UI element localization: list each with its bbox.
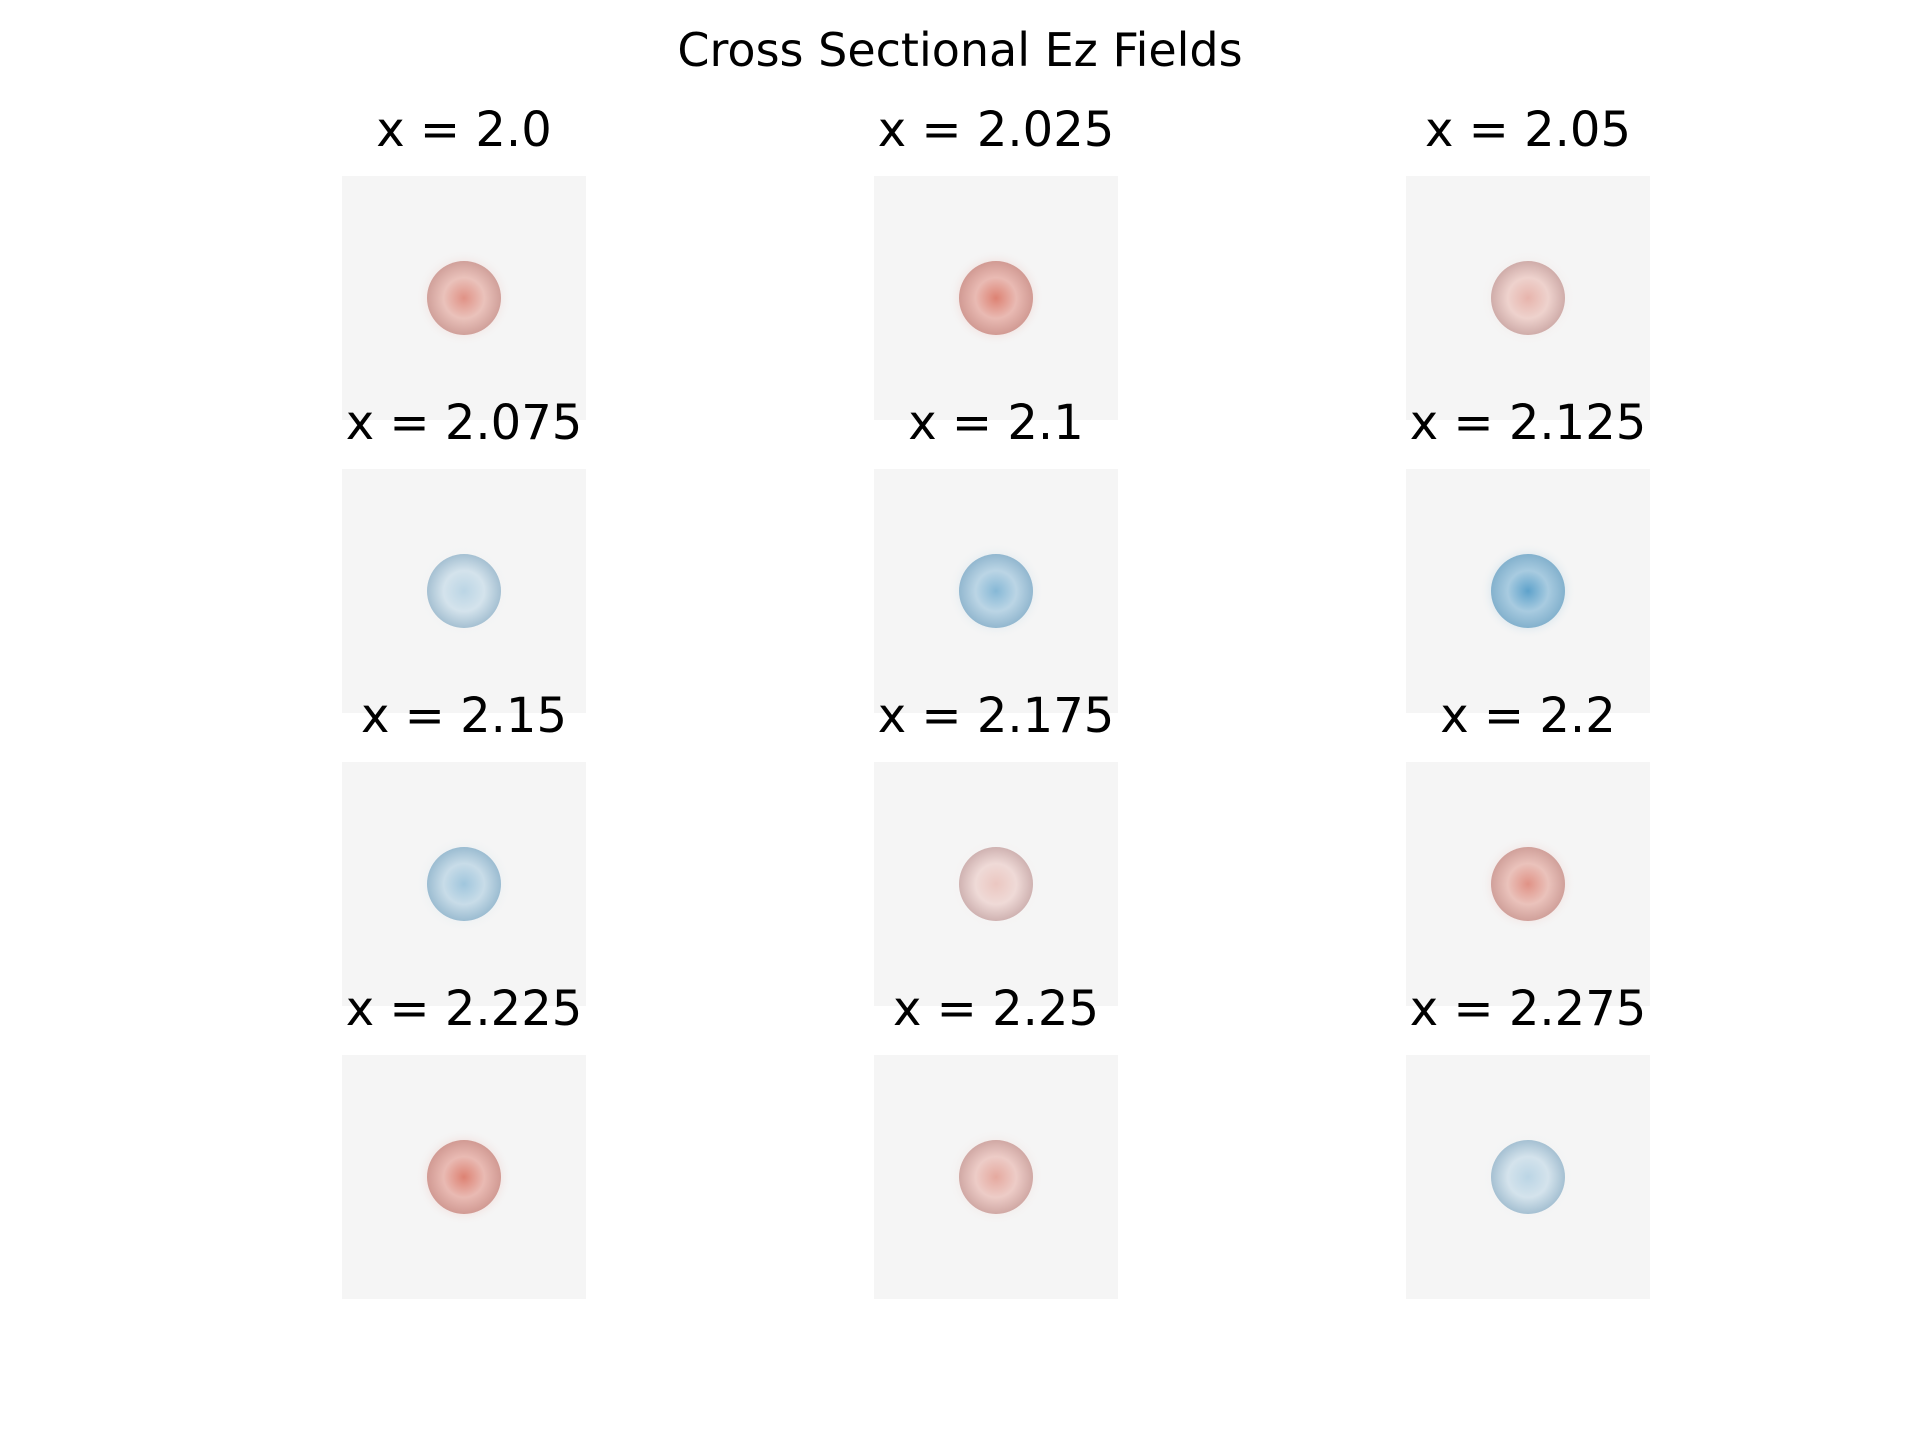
heatmap-svg (874, 762, 1118, 1006)
heatmap-panel (342, 762, 586, 1006)
field-cell (427, 847, 501, 921)
field-cell (959, 847, 1033, 921)
heatmap-svg (874, 469, 1118, 713)
panel-title: x = 2.15 (360, 688, 567, 744)
field-cell (427, 261, 501, 335)
heatmap-svg (874, 1055, 1118, 1299)
heatmap-panel (874, 1055, 1118, 1299)
heatmap-panel (1406, 762, 1650, 1006)
heatmap-svg (342, 469, 586, 713)
heatmap-panel (1406, 1055, 1650, 1299)
heatmap-panel (1406, 469, 1650, 713)
heatmap-svg (1406, 176, 1650, 420)
heatmap-svg (342, 762, 586, 1006)
field-cell (1491, 261, 1565, 335)
heatmap-panel (874, 762, 1118, 1006)
field-cell (1491, 847, 1565, 921)
field-cell (959, 1140, 1033, 1214)
heatmap-panel (1406, 176, 1650, 420)
panel-title: x = 2.2 (1440, 688, 1616, 744)
heatmap-panel (342, 469, 586, 713)
panel-title: x = 2.225 (345, 981, 583, 1037)
chart-title: Cross Sectional Ez Fields (677, 23, 1243, 77)
heatmap-panel (342, 176, 586, 420)
heatmap-panel (342, 1055, 586, 1299)
field-cell (959, 261, 1033, 335)
panel-title: x = 2.275 (1409, 981, 1647, 1037)
heatmap-panel (874, 176, 1118, 420)
panel-title: x = 2.075 (345, 395, 583, 451)
panel-title: x = 2.05 (1424, 102, 1631, 158)
field-cell (1491, 1140, 1565, 1214)
heatmap-panel (874, 469, 1118, 713)
field-cell (427, 1140, 501, 1214)
heatmap-svg (1406, 762, 1650, 1006)
panel-title: x = 2.125 (1409, 395, 1647, 451)
panel-title: x = 2.175 (877, 688, 1115, 744)
field-cell (427, 554, 501, 628)
panel-title: x = 2.25 (892, 981, 1099, 1037)
field-cell (1491, 554, 1565, 628)
panel-title: x = 2.0 (376, 102, 552, 158)
panel-title: x = 2.025 (877, 102, 1115, 158)
heatmap-svg (1406, 1055, 1650, 1299)
heatmap-svg (874, 176, 1118, 420)
heatmap-svg (342, 176, 586, 420)
heatmap-svg (342, 1055, 586, 1299)
panel-title: x = 2.1 (908, 395, 1084, 451)
field-cell (959, 554, 1033, 628)
heatmap-svg (1406, 469, 1650, 713)
